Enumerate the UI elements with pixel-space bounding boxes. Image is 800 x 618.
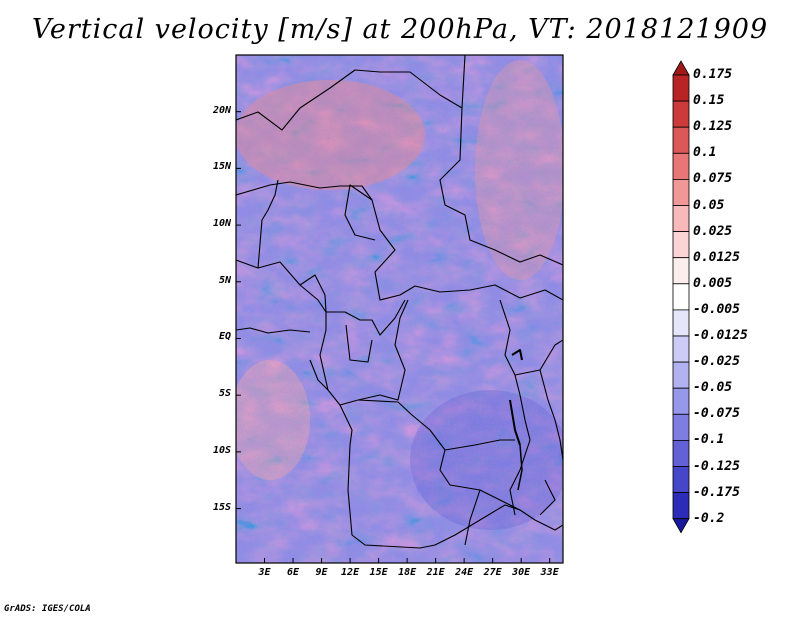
colorbar-swatch xyxy=(672,283,690,311)
colorbar-label: 0.15 xyxy=(693,93,725,109)
colorbar-swatch xyxy=(672,309,690,337)
colorbar-swatch xyxy=(672,492,690,520)
colorbar-swatch xyxy=(672,387,690,415)
lat-label: 10S xyxy=(212,444,231,456)
colorbar-swatch xyxy=(672,361,690,389)
lat-label: 15S xyxy=(212,501,231,513)
lon-label: 15E xyxy=(369,567,388,578)
velocity-field xyxy=(236,55,563,563)
lon-label: 21E xyxy=(426,567,445,578)
colorbar-label: 0.005 xyxy=(693,275,733,291)
lat-label: 15N xyxy=(212,161,231,173)
lon-label: 18E xyxy=(398,567,417,578)
lon-label: 9E xyxy=(315,567,328,578)
lat-label: 5N xyxy=(218,274,231,286)
colorbar-label: -0.1 xyxy=(693,432,725,448)
colorbar-label: -0.075 xyxy=(693,406,740,422)
colorbar-label: 0.075 xyxy=(693,171,733,187)
country-borders xyxy=(236,55,563,549)
lon-label: 3E xyxy=(258,567,271,578)
colorbar-swatch xyxy=(672,178,690,206)
colorbar-swatch xyxy=(672,518,690,534)
colorbar-label: -0.025 xyxy=(693,354,740,370)
colorbar-swatch xyxy=(672,152,690,180)
colorbar-label: 0.1 xyxy=(693,145,717,161)
colorbar-swatch xyxy=(672,231,690,259)
lon-label: 12E xyxy=(341,567,360,578)
lat-label: 10N xyxy=(212,218,231,230)
colorbar-label: 0.175 xyxy=(693,67,733,82)
colorbar-label: -0.2 xyxy=(693,510,725,526)
lon-label: 27E xyxy=(483,567,502,578)
colorbar-swatch xyxy=(672,100,690,128)
colorbar-swatch xyxy=(672,126,690,154)
colorbar-label: -0.05 xyxy=(693,380,733,396)
colorbar-swatch xyxy=(672,413,690,441)
colorbar xyxy=(672,60,690,534)
colorbar-label: 0.125 xyxy=(693,119,733,135)
colorbar-swatch xyxy=(672,74,690,102)
axis-ticks xyxy=(236,111,551,563)
colorbar-label: -0.005 xyxy=(693,301,740,317)
colorbar-swatch xyxy=(672,466,690,494)
colorbar-label: 0.0125 xyxy=(693,249,740,265)
credit-text: GrADS: IGES/COLA xyxy=(4,604,91,614)
lat-label: 5S xyxy=(218,388,231,400)
colorbar-label: -0.0125 xyxy=(693,328,748,343)
lat-label: EQ xyxy=(218,331,231,343)
lon-label: 30E xyxy=(512,567,531,578)
lat-label: 20N xyxy=(212,104,231,116)
colorbar-label: -0.175 xyxy=(693,484,740,500)
colorbar-swatch xyxy=(672,205,690,233)
chart-title: Vertical velocity [m/s] at 200hPa, VT: 2… xyxy=(31,14,769,45)
colorbar-label: 0.025 xyxy=(693,223,733,239)
lon-label: 33E xyxy=(540,567,559,578)
colorbar-label: -0.125 xyxy=(693,458,740,474)
colorbar-swatch xyxy=(672,257,690,285)
colorbar-label: 0.05 xyxy=(693,197,725,213)
colorbar-swatch xyxy=(672,335,690,363)
colorbar-swatch xyxy=(672,60,690,76)
colorbar-swatch xyxy=(672,439,690,467)
lon-label: 6E xyxy=(287,567,300,578)
lon-label: 24E xyxy=(455,567,474,578)
